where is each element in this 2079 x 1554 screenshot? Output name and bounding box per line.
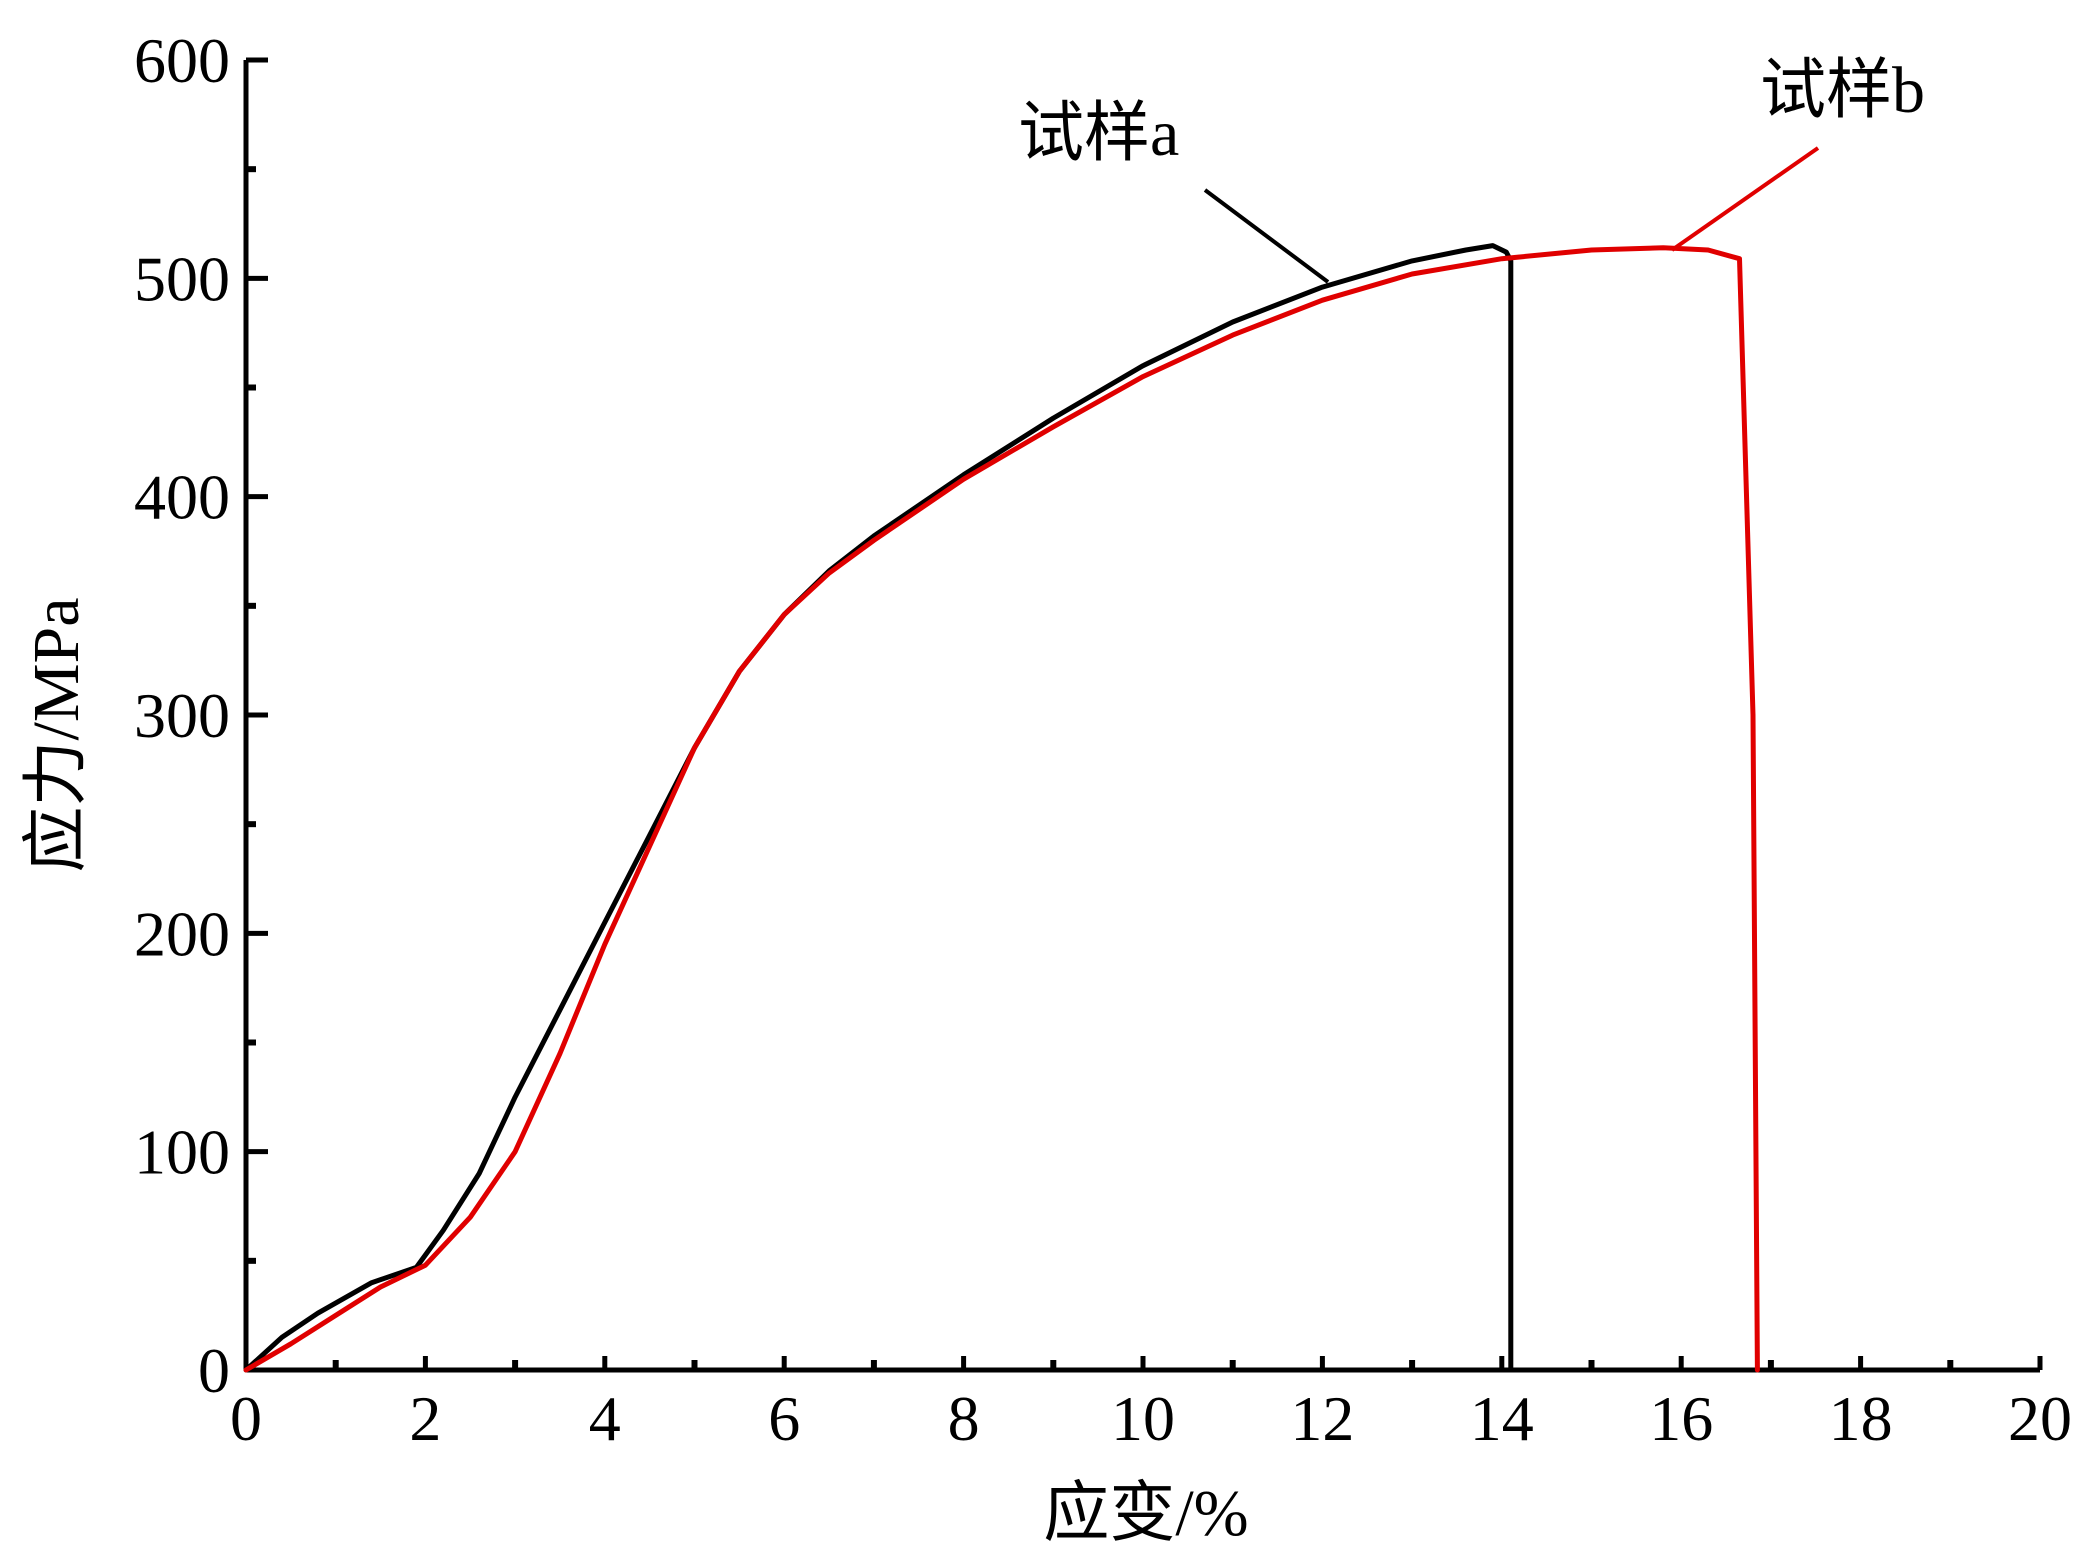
y-tick-label: 0 xyxy=(198,1335,230,1406)
series-lines xyxy=(243,243,1760,1373)
x-tick-label: 18 xyxy=(1829,1383,1893,1454)
y-axis-title: 应力/MPa xyxy=(20,597,93,872)
series-a-label: 试样a xyxy=(1018,97,1179,170)
series-b-line xyxy=(243,245,1760,1373)
y-tick-label: 200 xyxy=(134,898,230,969)
x-tick-label: 20 xyxy=(2008,1383,2072,1454)
x-tick-label: 10 xyxy=(1111,1383,1175,1454)
y-tick-label: 600 xyxy=(134,25,230,96)
axes xyxy=(243,60,2040,1373)
y-tick-label: 400 xyxy=(134,462,230,533)
x-tick-label: 8 xyxy=(948,1383,980,1454)
x-axis-title: 应变/% xyxy=(1043,1477,1248,1550)
x-tick-label: 4 xyxy=(589,1383,621,1454)
x-tick-label: 16 xyxy=(1649,1383,1713,1454)
x-tick-label: 12 xyxy=(1290,1383,1354,1454)
x-tick-label: 6 xyxy=(768,1383,800,1454)
series-b-label: 试样b xyxy=(1760,54,1925,127)
series-b-leader-line xyxy=(1670,146,1820,252)
x-tick-label: 2 xyxy=(409,1383,441,1454)
y-tick-label: 300 xyxy=(134,680,230,751)
x-tick-label: 0 xyxy=(230,1383,262,1454)
series-a-leader-line xyxy=(1203,188,1330,284)
x-tick-label: 14 xyxy=(1470,1383,1534,1454)
series-a-line xyxy=(243,243,1514,1373)
tick-marks xyxy=(243,57,2043,1373)
y-tick-label: 500 xyxy=(134,243,230,314)
y-tick-label: 100 xyxy=(134,1117,230,1188)
